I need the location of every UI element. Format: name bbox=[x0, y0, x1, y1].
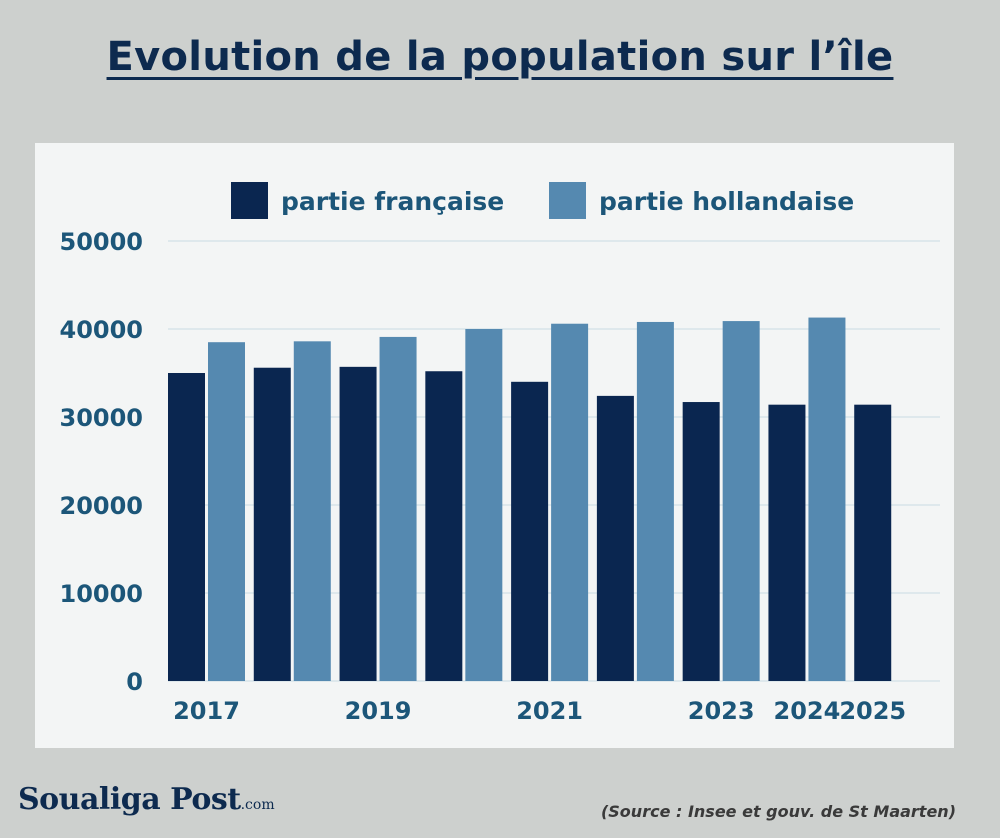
bar-hollandaise-2023 bbox=[722, 321, 760, 681]
bar-hollandaise-2020 bbox=[465, 329, 503, 681]
y-tick-label: 40000 bbox=[60, 316, 144, 344]
logo-suffix: .com bbox=[240, 797, 275, 813]
legend-label: partie française bbox=[281, 187, 504, 216]
bar-francaise-2023 bbox=[682, 402, 720, 681]
bar-chart: partie française partie hollandaise 0 1000… bbox=[60, 182, 940, 725]
x-tick-label: 2025 bbox=[839, 697, 906, 725]
x-tick-label: 2019 bbox=[345, 697, 412, 725]
chart-card: partie française partie hollandaise 0 1000… bbox=[35, 143, 954, 748]
bar-francaise-2018 bbox=[253, 367, 291, 681]
legend-label: partie hollandaise bbox=[599, 187, 854, 216]
bar-francaise-2020 bbox=[425, 371, 463, 681]
logo-name: Soualiga Post bbox=[18, 782, 241, 817]
legend-swatch bbox=[231, 182, 268, 219]
source-note: (Source : Insee et gouv. de St Maarten) bbox=[600, 802, 956, 821]
y-tick-label: 30000 bbox=[60, 404, 144, 432]
soualiga-post-logo[interactable]: Soualiga Post.com bbox=[18, 782, 275, 817]
y-tick-label: 50000 bbox=[60, 228, 144, 256]
bar-francaise-2017 bbox=[168, 373, 205, 681]
y-tick-label: 0 bbox=[126, 668, 143, 696]
bar-hollandaise-2017 bbox=[208, 342, 245, 681]
bar-hollandaise-2018 bbox=[293, 341, 331, 681]
x-tick-label: 2023 bbox=[688, 697, 755, 725]
y-axis-ticks: 0 10000 20000 30000 40000 50000 bbox=[60, 228, 144, 696]
bar-francaise-2022 bbox=[596, 395, 634, 681]
legend: partie française partie hollandaise bbox=[231, 182, 854, 219]
bar-hollandaise-2019 bbox=[379, 336, 417, 681]
bars bbox=[168, 317, 892, 681]
bar-francaise-2025 bbox=[854, 404, 892, 681]
bar-francaise-2019 bbox=[339, 366, 377, 681]
x-tick-label: 2024 bbox=[774, 697, 841, 725]
bar-hollandaise-2022 bbox=[636, 321, 674, 681]
bar-hollandaise-2024 bbox=[808, 317, 846, 681]
x-tick-label: 2017 bbox=[173, 697, 240, 725]
bar-francaise-2024 bbox=[768, 404, 806, 681]
x-tick-label: 2021 bbox=[516, 697, 583, 725]
bar-hollandaise-2021 bbox=[551, 323, 589, 681]
legend-swatch bbox=[549, 182, 586, 219]
y-tick-label: 20000 bbox=[60, 492, 144, 520]
bar-francaise-2021 bbox=[511, 381, 549, 681]
page-title: Evolution de la population sur l’île bbox=[106, 34, 894, 80]
y-tick-label: 10000 bbox=[60, 580, 144, 608]
